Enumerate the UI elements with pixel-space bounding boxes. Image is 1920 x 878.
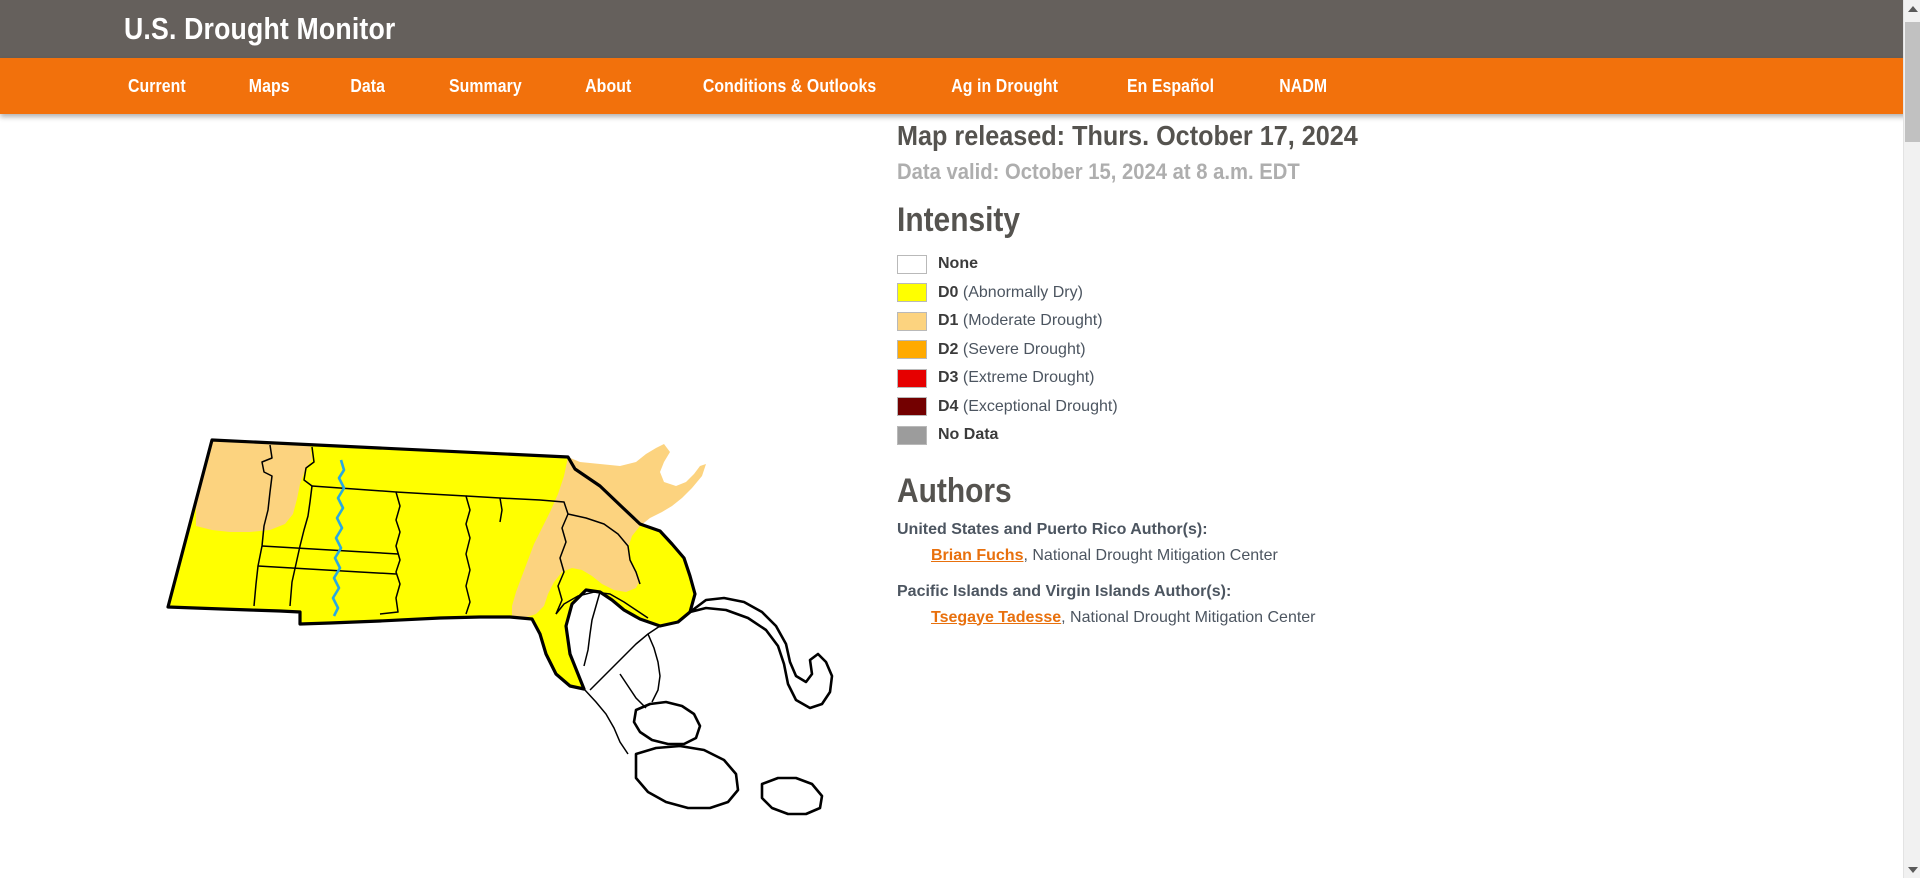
legend-label-d2: D2 (Severe Drought) — [938, 340, 1086, 358]
nav-item-current[interactable]: Current — [127, 75, 186, 96]
author-group-us-pr: United States and Puerto Rico Author(s):… — [897, 521, 1920, 565]
intensity-legend: None D0 (Abnormally Dry) D1 (Moderate Dr… — [897, 250, 1920, 450]
nav-item-en-espanol[interactable]: En Español — [1127, 75, 1215, 96]
scroll-up-arrow-icon[interactable] — [1904, 0, 1920, 17]
legend-label-d4: D4 (Exceptional Drought) — [938, 397, 1118, 415]
map-area-d1-northwest — [196, 441, 312, 532]
author-link-brian-fuchs[interactable]: Brian Fuchs — [931, 546, 1024, 564]
map-area-d1-northeast — [512, 444, 706, 618]
legend-item-d4[interactable]: D4 (Exceptional Drought) — [897, 393, 1920, 422]
author-group-pacific-vi: Pacific Islands and Virgin Islands Autho… — [897, 583, 1920, 627]
map-outline-state — [166, 438, 697, 691]
scroll-down-arrow-icon[interactable] — [1904, 861, 1920, 878]
nav-item-nadm[interactable]: NADM — [1279, 75, 1328, 96]
authors-heading: Authors — [897, 471, 1012, 510]
nav-item-ag-in-drought[interactable]: Ag in Drought — [951, 75, 1058, 96]
author-entry-pacific-vi: Tsegaye Tadesse, National Drought Mitiga… — [931, 609, 1920, 627]
legend-label-none: None — [938, 255, 978, 273]
swatch-d2-icon — [897, 340, 927, 360]
legend-item-d1[interactable]: D1 (Moderate Drought) — [897, 307, 1920, 336]
map-cape-cod-region — [632, 596, 834, 816]
info-panel: Map released: Thurs. October 17, 2024 Da… — [897, 114, 1920, 878]
swatch-d4-icon — [897, 397, 927, 417]
map-released-date: Map released: Thurs. October 17, 2024 — [897, 120, 1358, 151]
legend-item-d0[interactable]: D0 (Abnormally Dry) — [897, 279, 1920, 308]
author-role-us-pr: United States and Puerto Rico Author(s): — [897, 520, 1208, 538]
legend-item-d2[interactable]: D2 (Severe Drought) — [897, 336, 1920, 365]
author-entry-us-pr: Brian Fuchs, National Drought Mitigation… — [931, 547, 1920, 565]
nav-item-about[interactable]: About — [585, 75, 632, 96]
author-affiliation-us-pr: , National Drought Mitigation Center — [1023, 546, 1278, 564]
data-valid-date: Data valid: October 15, 2024 at 8 a.m. E… — [897, 159, 1300, 184]
author-affiliation-pacific-vi: , National Drought Mitigation Center — [1061, 608, 1316, 626]
legend-label-d3: D3 (Extreme Drought) — [938, 369, 1095, 387]
nav-item-data[interactable]: Data — [350, 75, 386, 96]
drought-map-pane — [0, 114, 897, 878]
map-southeast-coast — [583, 633, 661, 755]
nav-item-summary[interactable]: Summary — [448, 75, 522, 96]
content-area: Map released: Thurs. October 17, 2024 Da… — [0, 114, 1920, 878]
author-role-pacific-vi: Pacific Islands and Virgin Islands Autho… — [897, 582, 1232, 600]
site-title: U.S. Drought Monitor — [124, 11, 396, 46]
swatch-nodata-icon — [897, 425, 927, 445]
map-county-lines — [253, 444, 661, 691]
legend-item-none[interactable]: None — [897, 250, 1920, 279]
site-header: U.S. Drought Monitor — [0, 0, 1920, 58]
legend-item-no-data[interactable]: No Data — [897, 421, 1920, 450]
swatch-d0-icon — [897, 283, 927, 303]
massachusetts-drought-map[interactable] — [0, 114, 897, 878]
legend-label-d1: D1 (Moderate Drought) — [938, 312, 1103, 330]
page-scrollbar[interactable] — [1903, 0, 1920, 878]
authors-list: United States and Puerto Rico Author(s):… — [897, 521, 1920, 627]
nav-item-conditions-outlooks[interactable]: Conditions & Outlooks — [702, 75, 877, 96]
intensity-heading: Intensity — [897, 201, 1021, 239]
swatch-d3-icon — [897, 368, 927, 388]
nav-item-maps[interactable]: Maps — [248, 75, 290, 96]
map-river-connecticut — [331, 459, 346, 617]
legend-label-d0: D0 (Abnormally Dry) — [938, 283, 1083, 301]
main-navigation: Current Maps Data Summary About Conditio… — [0, 58, 1920, 114]
legend-item-d3[interactable]: D3 (Extreme Drought) — [897, 364, 1920, 393]
author-link-tsegaye-tadesse[interactable]: Tsegaye Tadesse — [931, 608, 1062, 626]
swatch-none-icon — [897, 254, 927, 274]
swatch-d1-icon — [897, 311, 927, 331]
scrollbar-thumb[interactable] — [1905, 22, 1920, 142]
legend-label-no-data: No Data — [938, 426, 999, 444]
